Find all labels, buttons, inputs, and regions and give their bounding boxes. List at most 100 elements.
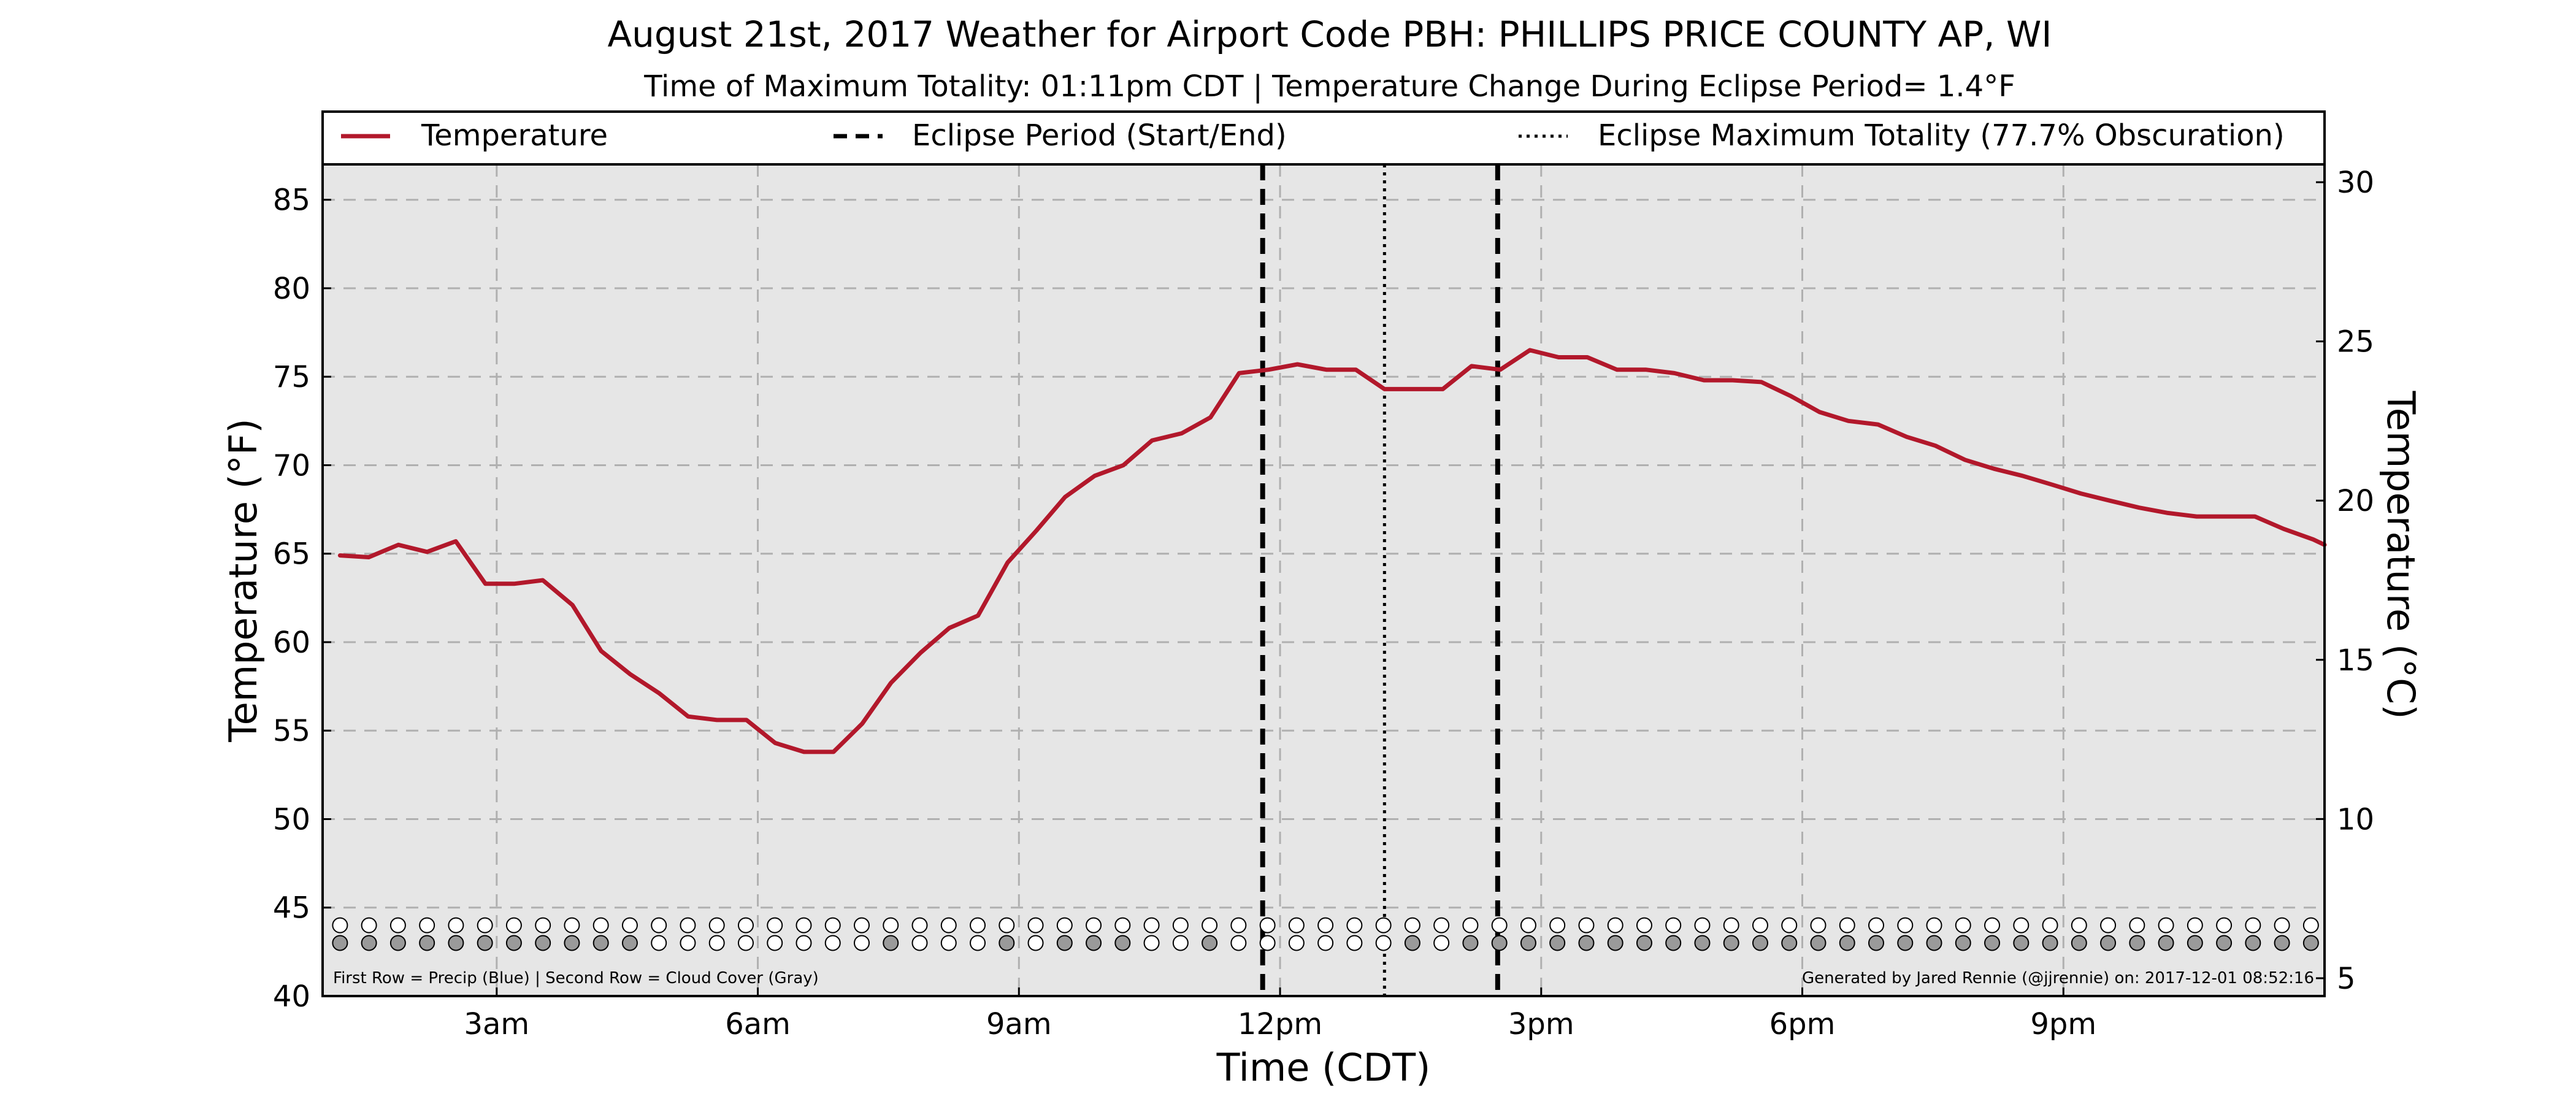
precip-dot [564, 917, 580, 933]
temperature-point [1325, 369, 1327, 370]
cloud-cover-dot [592, 935, 609, 951]
cloud-cover-dot [2158, 935, 2174, 951]
cloud-cover-dot [2129, 935, 2145, 951]
cloud-cover-dot [2100, 935, 2117, 951]
precip-dot [2302, 917, 2319, 933]
temperature-point [485, 583, 486, 585]
precip-dot [1839, 917, 1855, 933]
precip-dot [361, 917, 377, 933]
precip-dot [1636, 917, 1652, 933]
x-tick-label: 3am [464, 1007, 529, 1041]
precip-dot [1114, 917, 1131, 933]
legend-label-temperature: Temperature [421, 118, 608, 153]
precip-dot [1202, 917, 1218, 933]
x-tick-label: 9am [986, 1007, 1052, 1041]
precip-dot [940, 917, 957, 933]
temperature-point [2080, 493, 2082, 494]
precip-dot [2013, 917, 2030, 933]
cloud-cover-dot [1636, 935, 1652, 951]
cloud-cover-dot [795, 935, 812, 951]
precip-dot [824, 917, 841, 933]
precip-dot [737, 917, 754, 933]
y-left-tick-label: 65 [273, 537, 310, 572]
precip-dot [1404, 917, 1420, 933]
legend: Temperature Eclipse Period (Start/End) E… [341, 118, 2285, 153]
cloud-cover-dot [1984, 935, 2001, 951]
temperature-point [1210, 417, 1211, 418]
chart-subtitle: Time of Maximum Totality: 01:11pm CDT | … [643, 69, 2015, 104]
y-right-tick-label: 25 [2337, 325, 2374, 359]
cloud-cover-dot [1549, 935, 1566, 951]
precip-dot [1868, 917, 1885, 933]
precip-dot [999, 917, 1015, 933]
precip-dot [1723, 917, 1739, 933]
precip-dot [1288, 917, 1305, 933]
cloud-cover-dot [1027, 935, 1044, 951]
cloud-cover-dot [999, 935, 1015, 951]
cloud-cover-dot [1288, 935, 1305, 951]
cloud-cover-dot [1086, 935, 1102, 951]
cloud-cover-dot [332, 935, 348, 951]
y-left-tick-label: 45 [273, 891, 310, 926]
cloud-cover-dot [883, 935, 899, 951]
y-right-tick-label: 10 [2337, 802, 2374, 837]
cloud-cover-dot [1317, 935, 1334, 951]
cloud-cover-dot [621, 935, 638, 951]
cloud-cover-dot [1491, 935, 1508, 951]
precip-dot [1086, 917, 1102, 933]
cloud-cover-dot [940, 935, 957, 951]
cloud-cover-dot [1752, 935, 1768, 951]
precip-dot [2071, 917, 2087, 933]
chart-title: August 21st, 2017 Weather for Airport Co… [607, 13, 2052, 55]
y-right-tick-label: 15 [2337, 643, 2374, 678]
precip-dot [1433, 917, 1450, 933]
cloud-cover-dot [389, 935, 406, 951]
y-axis-right-ticks: 5 10 15 20 25 30 [2316, 166, 2374, 996]
cloud-cover-dot [2071, 935, 2087, 951]
temperature-point [1558, 356, 1559, 358]
precip-dot [911, 917, 928, 933]
cloud-cover-dot [1143, 935, 1160, 951]
x-tick-label: 3pm [1508, 1007, 1574, 1041]
precip-dot [448, 917, 464, 933]
series-layer [337, 348, 2327, 754]
precip-dot [2187, 917, 2203, 933]
cloud-cover-dot [535, 935, 551, 951]
cloud-cover-dot [1202, 935, 1218, 951]
precip-dot [1578, 917, 1595, 933]
temperature-point [1007, 562, 1008, 563]
temperature-point [688, 716, 689, 717]
precip-dot [680, 917, 696, 933]
precip-dot [1810, 917, 1827, 933]
cloud-cover-dot [1810, 935, 1827, 951]
precip-dot [592, 917, 609, 933]
temperature-point [1877, 424, 1879, 425]
precip-dot [1897, 917, 1914, 933]
precip-dot [505, 917, 522, 933]
cloud-cover-dot [651, 935, 667, 951]
temperature-point [659, 693, 660, 694]
cloud-cover-dot [1375, 935, 1392, 951]
plot-area [323, 164, 2325, 996]
cloud-cover-dot [1404, 935, 1420, 951]
cloud-cover-dot [448, 935, 464, 951]
precip-dot [1520, 917, 1536, 933]
precip-dot [389, 917, 406, 933]
cloud-cover-dot [505, 935, 522, 951]
precip-dot [854, 917, 870, 933]
cloud-cover-dot [767, 935, 783, 951]
y-left-tick-label: 60 [273, 626, 310, 660]
cloud-cover-dot [1665, 935, 1682, 951]
temperature-point [1181, 433, 1183, 434]
cloud-cover-dot [1926, 935, 1942, 951]
eclipse-markers [1260, 164, 1500, 996]
precip-dot [708, 917, 725, 933]
legend-label-eclipse-max: Eclipse Maximum Totality (77.7% Obscurat… [1598, 118, 2285, 153]
precip-dot [2245, 917, 2261, 933]
temperature-point [2196, 516, 2197, 517]
precip-dot [1346, 917, 1363, 933]
x-axis-ticks: 3am 6am 9am 12pm 3pm 6pm 9pm [464, 987, 2096, 1041]
grid-lines [323, 164, 2325, 996]
cloud-cover-dot [477, 935, 493, 951]
